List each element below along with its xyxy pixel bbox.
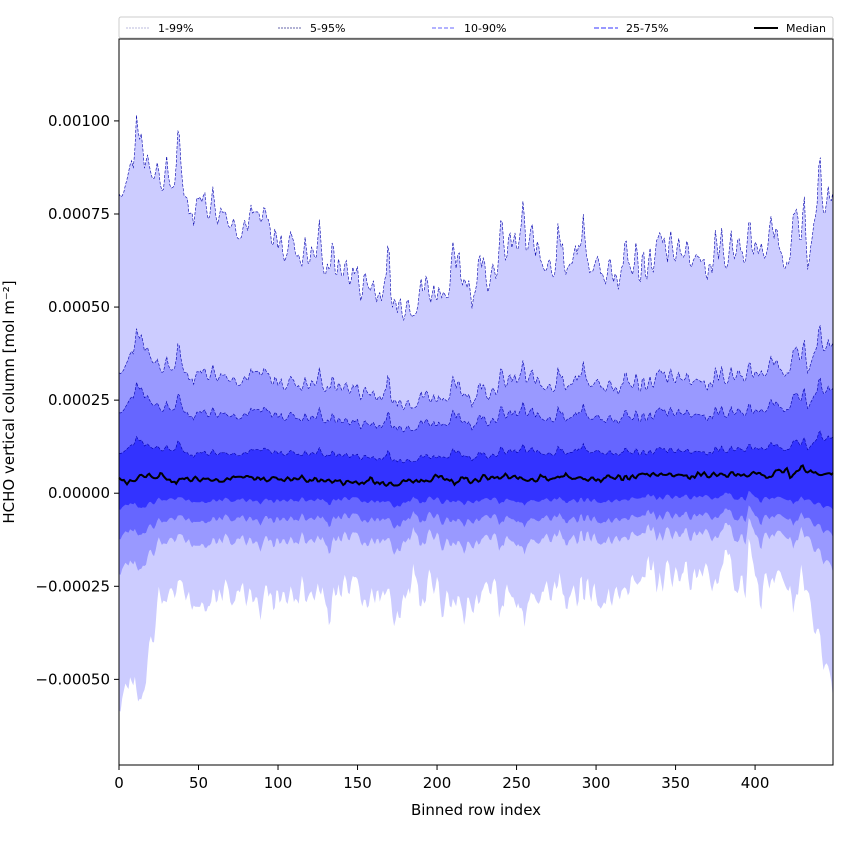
legend: 1-99% 5-95% 10-90% 25-75% Median: [118, 16, 834, 39]
band-edge-10-90%: [118, 377, 834, 433]
legend-label-10-90%: 10-90%: [464, 22, 506, 35]
band-edge-1-99%: [118, 115, 834, 321]
legend-label-25-75%: 25-75%: [626, 22, 668, 35]
y-axis-title: HCHO vertical column [mol m⁻²]: [0, 280, 18, 523]
percentile-band-edges: [118, 115, 834, 464]
x-tick-label: 200: [423, 774, 452, 792]
x-tick-label: 0: [114, 774, 124, 792]
legend-box: [118, 16, 834, 39]
x-tick-label: 300: [582, 774, 611, 792]
x-tick-label: 50: [189, 774, 208, 792]
y-tick-label: 0.00075: [48, 205, 110, 223]
percentile-bands: [119, 115, 833, 712]
x-tick-label: 350: [661, 774, 690, 792]
y-tick-label: 0.00000: [48, 484, 110, 502]
median-line: [118, 464, 834, 487]
y-axis-ticks: −0.00050 −0.00025 0.00000 0.00025 0.00050 0.0…: [35, 112, 119, 688]
legend-label-Median: Median: [786, 22, 826, 35]
y-tick-label: −0.00025: [35, 577, 110, 595]
plot-frame: [118, 38, 834, 766]
x-tick-label: 150: [343, 774, 372, 792]
legend-label-1-99%: 1-99%: [158, 22, 193, 35]
x-tick-label: 250: [502, 774, 531, 792]
y-tick-label: 0.00100: [48, 112, 110, 130]
y-tick-label: 0.00050: [48, 298, 110, 316]
band-edge-5-95%: [118, 325, 834, 411]
x-tick-label: 100: [264, 774, 293, 792]
y-tick-label: −0.00050: [35, 670, 110, 688]
band-25-75%: [119, 431, 833, 510]
x-axis-title: Binned row index: [411, 801, 541, 819]
x-tick-label: 400: [741, 774, 770, 792]
legend-label-5-95%: 5-95%: [310, 22, 345, 35]
x-axis-ticks: 0 50 100 150 200 250 300 350 400: [114, 765, 769, 792]
band-edge-25-75%: [118, 430, 834, 464]
y-tick-label: 0.00025: [48, 391, 110, 409]
